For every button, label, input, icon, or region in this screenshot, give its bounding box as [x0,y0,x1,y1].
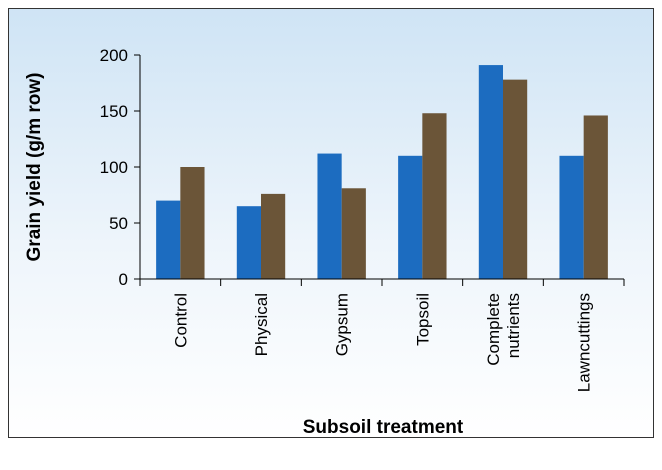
x-tick-label: Completenutrients [484,293,523,366]
bar [398,155,423,279]
bar [261,193,286,279]
bar [583,115,608,279]
bar [156,200,181,279]
y-tick-label: 150 [100,102,128,121]
bar [341,188,366,279]
x-tick-label: Topsoil [413,293,432,346]
bar [503,79,528,279]
x-tick-label: Lawncuttings [575,293,594,392]
x-tick-label: Control [171,293,190,348]
x-tick-label: Physical [252,293,271,356]
bar [317,153,342,279]
bar [478,65,503,279]
y-tick-label: 200 [100,46,128,65]
y-tick-label: 50 [109,214,128,233]
y-tick-label: 100 [100,158,128,177]
y-axis-title: Grain yield (g/m row) [24,73,45,262]
y-tick-label: 0 [119,270,128,289]
bar [180,167,205,279]
x-tick-label: Gypsum [333,293,352,356]
bar [559,155,584,279]
bar [236,206,261,279]
x-axis-title: Subsoil treatment [303,417,464,438]
bar [422,113,447,280]
